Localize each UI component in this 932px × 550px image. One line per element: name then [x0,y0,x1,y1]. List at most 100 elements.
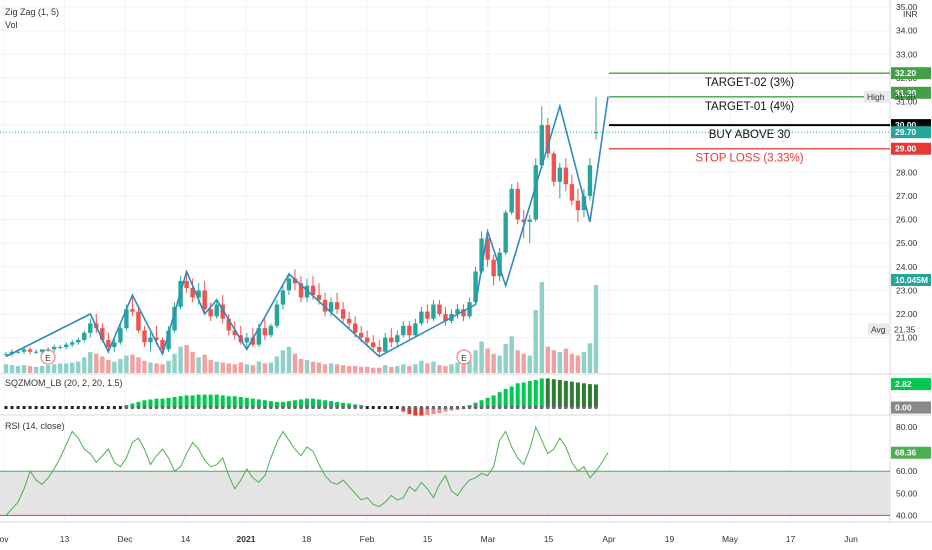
candle [100,328,105,340]
candle [485,238,490,260]
stop-label-text: 29.00 [895,144,917,154]
volume-bar [27,366,33,373]
sqz-bar [286,401,291,408]
sqz-bar [190,395,195,408]
time-tick: 19 [665,534,675,544]
zigzag-legend[interactable]: Zig Zag (1, 5) [5,7,59,17]
candle [202,290,207,310]
volume-bar [352,366,358,373]
sqz-dot [4,406,8,410]
candle [64,344,69,348]
candle [244,337,249,343]
sqz-bar [401,407,406,412]
volume-legend[interactable]: Vol [5,20,18,30]
volume-bar [563,348,569,373]
sqz-bar [527,380,532,408]
volume-bar [539,282,544,373]
sqz-bar [479,400,484,408]
volume-bar [51,364,57,373]
sqz-bar [160,398,165,408]
candle [196,290,201,298]
candle [539,125,544,166]
candle [214,304,219,317]
candle [497,252,502,277]
time-axis[interactable]: ov 13 Dec 14 2021 18 Feb 15 Mar 15 Apr 19 May 17 Jun [0,534,858,544]
price-tick: 31.00 [896,97,918,107]
volume-bar [587,343,593,373]
volume-bar [431,361,436,373]
rsi-legend[interactable]: RSI (14, close) [5,421,65,431]
candle [431,304,436,319]
sqz-dot [582,406,586,410]
sqz-dot [498,406,502,410]
candle [21,349,27,352]
price-axis[interactable]: 21.00 22.00 23.00 24.00 25.00 26.00 27.00 28.00… [864,2,931,520]
candle [521,219,526,222]
volume-bar [39,366,45,373]
sqz-dot [58,406,62,410]
volume-bar [340,365,346,373]
volume-bar [142,360,147,373]
candle [503,212,508,253]
sqz-dot [311,406,315,410]
sqz-bar [244,397,249,408]
volume-bar [148,362,153,373]
sqz-dot [130,406,134,410]
sqz-dot [486,406,490,410]
candle [304,285,310,298]
sqz-bar [274,401,279,408]
volume-bar [515,350,520,373]
volume-bar [94,353,99,373]
time-tick: May [722,534,739,544]
high-tag [864,90,890,103]
time-tick: Jun [844,534,858,544]
candle [310,285,316,296]
candle [401,325,406,336]
avg-value: 21.35 [894,324,916,334]
volume-bar [82,357,87,373]
sqz-dot [383,406,387,410]
target-01-label [891,86,931,99]
candle [130,309,135,312]
sqz-bar [347,403,352,408]
candle [142,330,147,343]
sqz-bar [311,398,316,408]
sqz-dot [468,406,472,410]
squeeze-momentum-pane [4,378,598,416]
sqz-dot [269,406,273,410]
price-tick: 33.00 [896,49,918,59]
volume-bar [3,364,9,373]
volume-bar [124,355,129,373]
candle [352,323,358,333]
volume-bar [437,365,442,373]
sqz-dot [233,406,237,410]
sqz-bar [256,399,261,408]
rsi-tick: 40.00 [896,510,918,520]
candle [316,295,322,300]
volume-bar [491,353,496,373]
annotation-lines: TARGET-02 (3%) TARGET-01 (4%) BUY ABOVE 30… [0,72,890,165]
sqzmom-legend[interactable]: SQZMOM_LB (20, 2, 20, 1.5) [5,378,123,388]
sqz-dot [209,406,213,410]
volume-bar [100,356,105,373]
price-tick: 24.00 [896,262,918,272]
sqz-dot [540,406,544,410]
sqz-bar [329,401,334,408]
candle [443,313,448,322]
volume-bar [106,359,111,373]
sqz-zero-label-text: 0.00 [895,403,912,413]
sqz-bar [473,402,478,408]
candle [226,318,231,331]
volume-bar [286,346,292,373]
earnings-marker [456,349,472,365]
candle [328,302,334,312]
candle [190,288,195,298]
volume-bar [214,361,219,373]
sqz-bar [539,378,544,408]
time-tick: 17 [786,534,796,544]
sqz-dot [155,406,158,410]
sqz-bar [353,404,358,408]
sqz-dot [335,406,339,410]
time-tick: 15 [423,534,433,544]
